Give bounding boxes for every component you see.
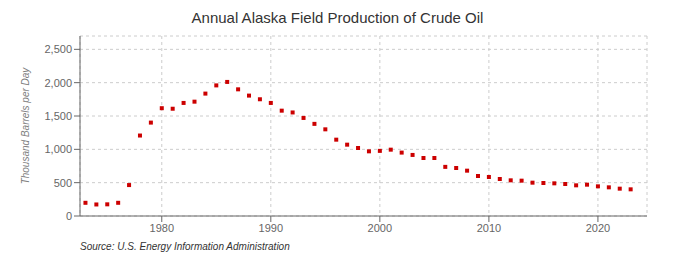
html-text:Annual Alaska Field Production: Annual Alaska Field Production of Crude … [191, 9, 484, 26]
html-text:Source: U.S. Energy Informatio: Source: U.S. Energy Information Administ… [80, 241, 290, 252]
svg-text:1,000: 1,000 [44, 143, 72, 155]
svg-text:2010: 2010 [477, 222, 501, 234]
svg-text:2020: 2020 [586, 222, 610, 234]
svg-text:2,000: 2,000 [44, 77, 72, 89]
svg-text:0: 0 [66, 210, 72, 222]
svg-text:1990: 1990 [259, 222, 283, 234]
svg-text:1,500: 1,500 [44, 110, 72, 122]
svg-text:1980: 1980 [150, 222, 174, 234]
svg-text:Thousand Barrels per Day: Thousand Barrels per Day [20, 67, 31, 185]
svg-text:500: 500 [54, 177, 72, 189]
svg-text:2,500: 2,500 [44, 43, 72, 55]
svg-text:2000: 2000 [368, 222, 392, 234]
